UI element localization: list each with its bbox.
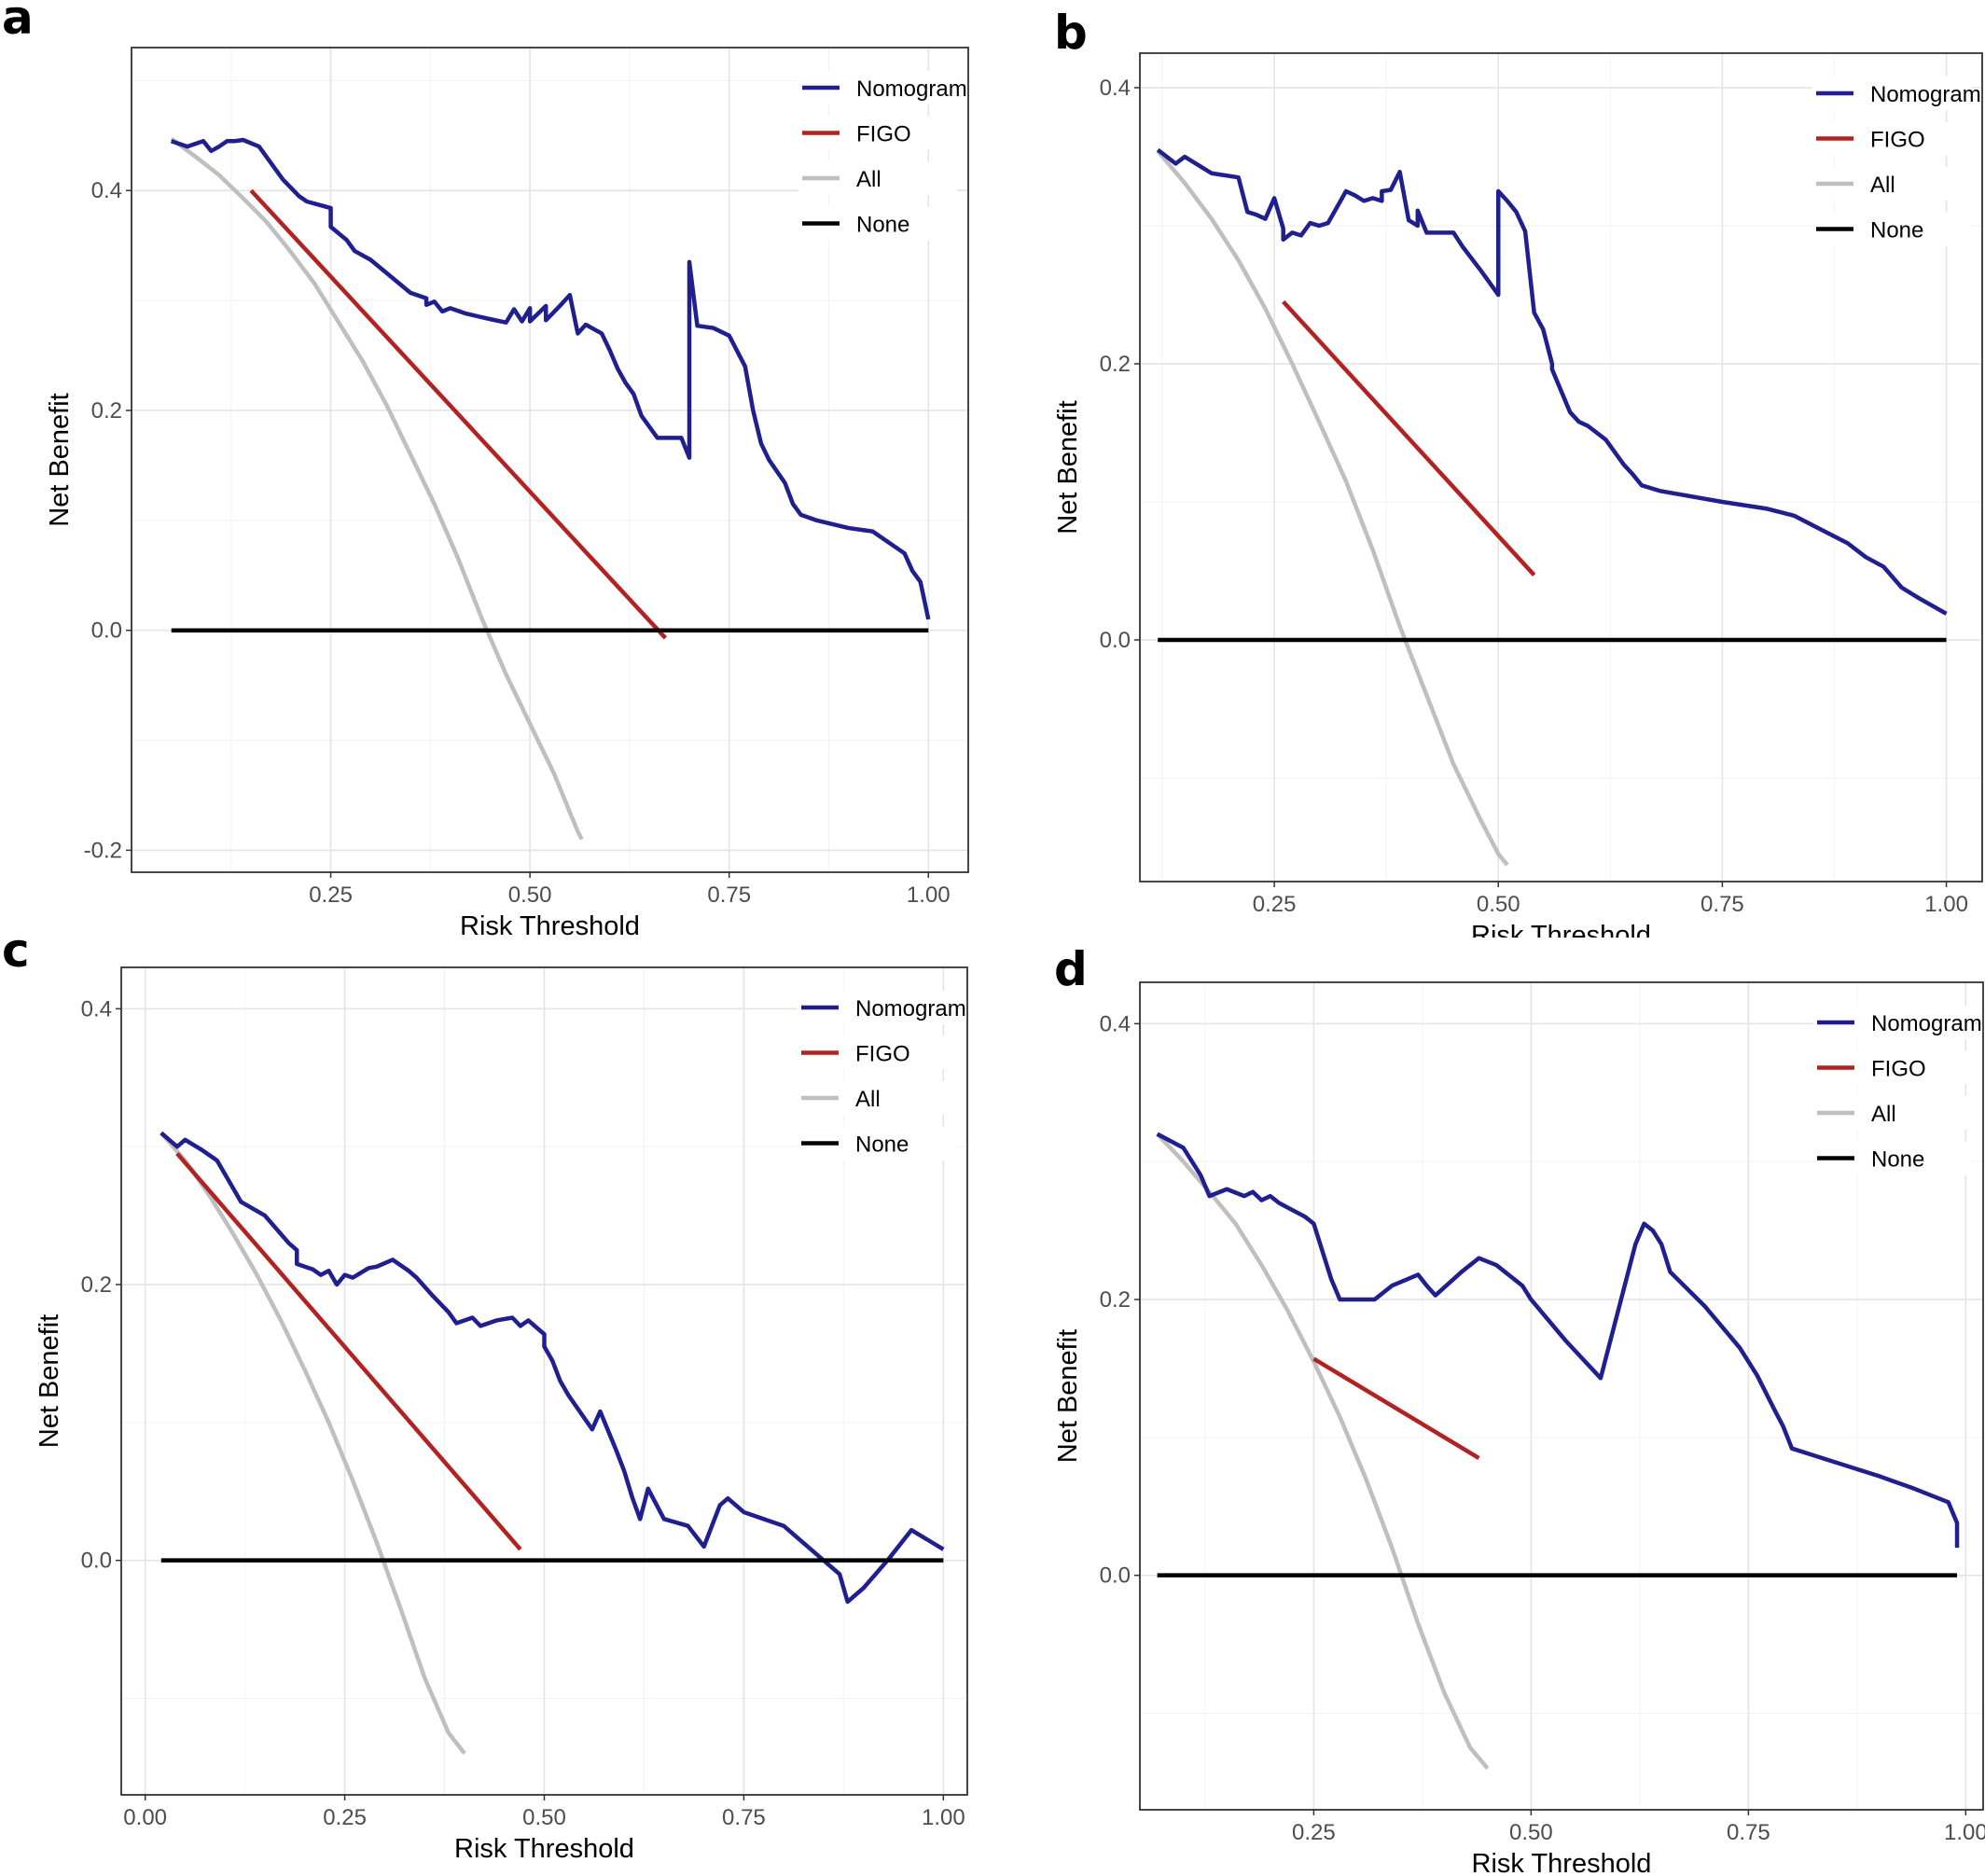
series-line-all <box>1156 149 1509 867</box>
y-axis-title: Net Benefit <box>35 1314 64 1448</box>
y-axis-title: Net Benefit <box>1053 400 1083 534</box>
series-line-figo <box>249 188 668 640</box>
y-tick-label: 0.4 <box>81 996 112 1021</box>
x-tick-label: 1.00 <box>907 882 951 908</box>
x-axis-title: Risk Threshold <box>454 1834 634 1864</box>
x-tick-label: 0.50 <box>1477 892 1520 917</box>
x-tick-label: 0.25 <box>309 882 353 908</box>
x-tick-label: 1.00 <box>1944 1820 1985 1845</box>
series-line-nomogram <box>170 137 931 620</box>
series-line-all <box>160 1131 466 1756</box>
minor-gridlines <box>1140 982 1983 1810</box>
tick-labels: 0.25 0.50 0.75 1.00 0.0 0.2 0.4 <box>1100 1011 1985 1845</box>
y-tick-label: 0.0 <box>91 618 122 644</box>
y-tick-label: 0.4 <box>1100 76 1131 101</box>
series-lines <box>170 137 931 841</box>
y-tick-label: 0.2 <box>81 1272 112 1298</box>
x-tick-label: 0.75 <box>707 882 751 908</box>
panel-a: a 0.25 0.50 0.75 1.00 -0.2 0.0 0.2 0.4 Risk Thre… <box>0 0 992 938</box>
panel-letter-a: a <box>2 0 34 45</box>
x-tick-label: 0.50 <box>508 882 552 908</box>
plot-frame <box>120 966 968 1796</box>
panel-letter-d: d <box>1054 942 1088 996</box>
legend-label-nomogram: Nomogram <box>855 996 966 1021</box>
y-tick-label: 0.4 <box>1100 1011 1131 1036</box>
chart-a: 0.25 0.50 0.75 1.00 -0.2 0.0 0.2 0.4 Risk Thresh… <box>45 47 969 938</box>
panel-letter-c: c <box>2 924 30 978</box>
y-tick-label: 0.0 <box>1100 628 1131 653</box>
y-tick-label: -0.2 <box>84 838 122 863</box>
legend-label-none: None <box>1870 218 1923 243</box>
y-tick-label: 0.2 <box>91 398 122 424</box>
major-gridlines <box>121 967 967 1795</box>
legend-label-all: All <box>1870 173 1895 198</box>
x-tick-label: 0.25 <box>323 1805 367 1830</box>
legend-label-none: None <box>1871 1147 1924 1173</box>
legend: Nomogram FIGO All None <box>798 71 967 241</box>
y-axis-title: Net Benefit <box>1053 1329 1083 1463</box>
legend-label-nomogram: Nomogram <box>856 76 967 102</box>
x-tick-label: 0.75 <box>1727 1820 1770 1845</box>
legend-label-figo: FIGO <box>855 1042 910 1067</box>
x-tick-label: 0.75 <box>722 1805 766 1830</box>
plot-frame <box>1139 52 1983 882</box>
x-tick-label: 1.00 <box>1924 892 1968 917</box>
chart-b: 0.25 0.50 0.75 1.00 0.0 0.2 0.4 Risk Threshold N… <box>1053 52 1983 938</box>
y-tick-label: 0.2 <box>1100 352 1131 377</box>
legend-label-all: All <box>855 1087 881 1112</box>
x-tick-label: 0.50 <box>522 1805 566 1830</box>
x-axis-title: Risk Threshold <box>1471 921 1651 938</box>
x-tick-label: 1.00 <box>922 1805 965 1830</box>
x-tick-label: 0.25 <box>1253 892 1297 917</box>
y-tick-label: 0.2 <box>1100 1287 1131 1313</box>
panel-b: b 0.25 0.50 0.75 1.00 0.0 0.2 0.4 Risk Threshol… <box>992 0 1985 938</box>
x-tick-label: 0.50 <box>1509 1820 1553 1845</box>
panel-c: c 0.00 0.25 0.50 0.75 1.00 0.0 0.2 0.4 Risk Thre… <box>0 927 992 1876</box>
y-tick-label: 0.4 <box>91 178 122 203</box>
panel-letter-b: b <box>1054 6 1088 60</box>
panel-d: d 0.25 0.50 0.75 1.00 0.0 0.2 0.4 Risk Threshol… <box>992 938 1985 1876</box>
plot-frame <box>1139 981 1984 1811</box>
x-axis-title: Risk Threshold <box>1472 1849 1652 1876</box>
series-lines <box>160 1131 945 1756</box>
legend: Nomogram FIGO All None <box>1813 1006 1982 1175</box>
series-line-figo <box>1282 299 1536 577</box>
series-line-all <box>170 137 584 841</box>
tick-labels: 0.25 0.50 0.75 1.00 -0.2 0.0 0.2 0.4 <box>84 178 951 908</box>
series-line-nomogram <box>1156 147 1948 616</box>
legend-label-nomogram: Nomogram <box>1871 1011 1982 1036</box>
series-line-figo <box>1312 1356 1480 1460</box>
series-lines <box>1156 1132 1960 1771</box>
legend-label-figo: FIGO <box>1871 1057 1926 1082</box>
tick-labels: 0.25 0.50 0.75 1.00 0.0 0.2 0.4 <box>1100 76 1968 917</box>
y-axis-title: Net Benefit <box>45 393 75 526</box>
series-line-nomogram <box>160 1131 945 1605</box>
y-tick-label: 0.0 <box>1100 1563 1131 1589</box>
legend: Nomogram FIGO All None <box>1812 76 1981 246</box>
legend-label-figo: FIGO <box>1870 128 1925 153</box>
x-tick-label: 0.75 <box>1700 892 1744 917</box>
legend-label-all: All <box>1871 1102 1896 1127</box>
series-line-figo <box>175 1152 522 1551</box>
legend-label-all: All <box>856 167 881 192</box>
plot-frame <box>131 47 969 873</box>
x-tick-label: 0.00 <box>123 1805 167 1830</box>
legend-label-none: None <box>855 1133 909 1158</box>
series-line-all <box>1156 1133 1490 1771</box>
series-line-nomogram <box>1156 1132 1960 1549</box>
legend-label-figo: FIGO <box>856 122 911 147</box>
x-axis-title: Risk Threshold <box>460 911 640 938</box>
tick-labels: 0.00 0.25 0.50 0.75 1.00 0.0 0.2 0.4 <box>81 996 965 1830</box>
chart-c: 0.00 0.25 0.50 0.75 1.00 0.0 0.2 0.4 Risk Thresh… <box>35 966 968 1864</box>
legend: Nomogram FIGO All None <box>798 991 966 1160</box>
legend-label-none: None <box>856 213 909 238</box>
series-lines <box>1156 147 1948 867</box>
legend-label-nomogram: Nomogram <box>1870 82 1981 107</box>
chart-d: 0.25 0.50 0.75 1.00 0.0 0.2 0.4 Risk Threshold N… <box>1053 981 1985 1876</box>
y-tick-label: 0.0 <box>81 1549 112 1574</box>
x-tick-label: 0.25 <box>1292 1820 1336 1845</box>
